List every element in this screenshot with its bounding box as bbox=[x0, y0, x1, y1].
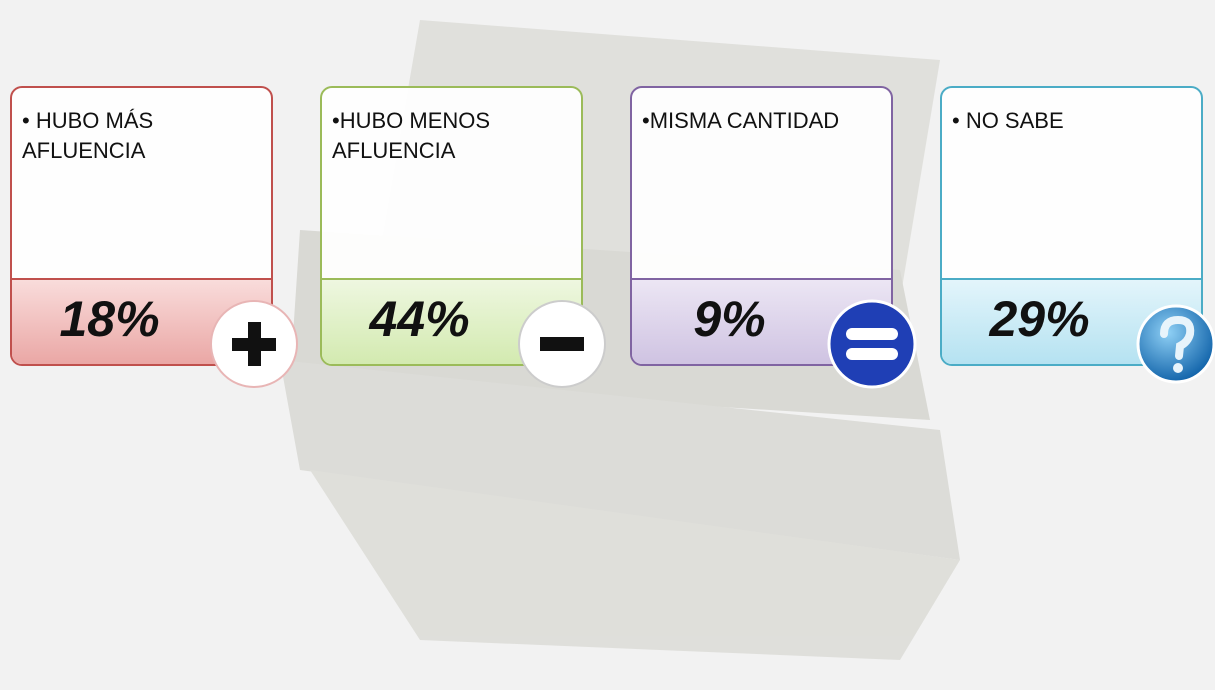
question-icon bbox=[1134, 300, 1215, 388]
minus-icon bbox=[516, 298, 608, 390]
card-percent: 44% bbox=[322, 290, 517, 348]
card-percent: 9% bbox=[632, 290, 827, 348]
card-percent: 29% bbox=[942, 290, 1137, 348]
card-percent: 18% bbox=[12, 290, 207, 348]
card-label: • NO SABE bbox=[952, 106, 1152, 136]
slide: • HUBO MÁS AFLUENCIA 18% •HUBO MENOS AFL… bbox=[0, 0, 1215, 690]
card-label: • HUBO MÁS AFLUENCIA bbox=[22, 106, 222, 166]
equals-icon bbox=[826, 298, 918, 390]
card-label: •MISMA CANTIDAD bbox=[642, 106, 842, 136]
card-label: •HUBO MENOS AFLUENCIA bbox=[332, 106, 532, 166]
plus-icon bbox=[208, 298, 300, 390]
